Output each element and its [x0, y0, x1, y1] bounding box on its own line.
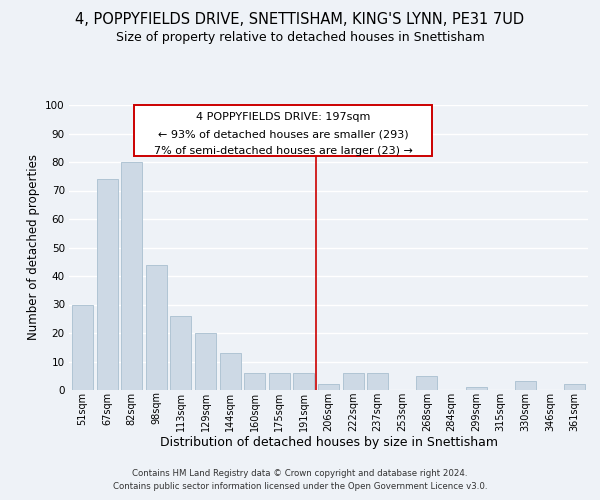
Bar — [97, 179, 118, 390]
Bar — [466, 387, 487, 390]
Bar — [244, 373, 265, 390]
Text: Size of property relative to detached houses in Snettisham: Size of property relative to detached ho… — [116, 31, 484, 44]
Text: 4, POPPYFIELDS DRIVE, SNETTISHAM, KING'S LYNN, PE31 7UD: 4, POPPYFIELDS DRIVE, SNETTISHAM, KING'S… — [76, 12, 524, 28]
Bar — [564, 384, 585, 390]
Bar — [416, 376, 437, 390]
Bar — [195, 333, 216, 390]
Bar — [146, 264, 167, 390]
Bar — [515, 382, 536, 390]
Text: Contains public sector information licensed under the Open Government Licence v3: Contains public sector information licen… — [113, 482, 487, 491]
Text: ← 93% of detached houses are smaller (293): ← 93% of detached houses are smaller (29… — [158, 129, 409, 139]
Bar — [121, 162, 142, 390]
Bar — [220, 353, 241, 390]
X-axis label: Distribution of detached houses by size in Snettisham: Distribution of detached houses by size … — [160, 436, 497, 450]
Text: Contains HM Land Registry data © Crown copyright and database right 2024.: Contains HM Land Registry data © Crown c… — [132, 468, 468, 477]
Bar — [293, 373, 314, 390]
Bar — [72, 304, 93, 390]
Y-axis label: Number of detached properties: Number of detached properties — [26, 154, 40, 340]
Text: 4 POPPYFIELDS DRIVE: 197sqm: 4 POPPYFIELDS DRIVE: 197sqm — [196, 112, 370, 122]
FancyBboxPatch shape — [134, 105, 432, 156]
Bar — [318, 384, 339, 390]
Bar — [269, 373, 290, 390]
Bar — [367, 373, 388, 390]
Bar — [343, 373, 364, 390]
Text: 7% of semi-detached houses are larger (23) →: 7% of semi-detached houses are larger (2… — [154, 146, 412, 156]
Bar — [170, 316, 191, 390]
